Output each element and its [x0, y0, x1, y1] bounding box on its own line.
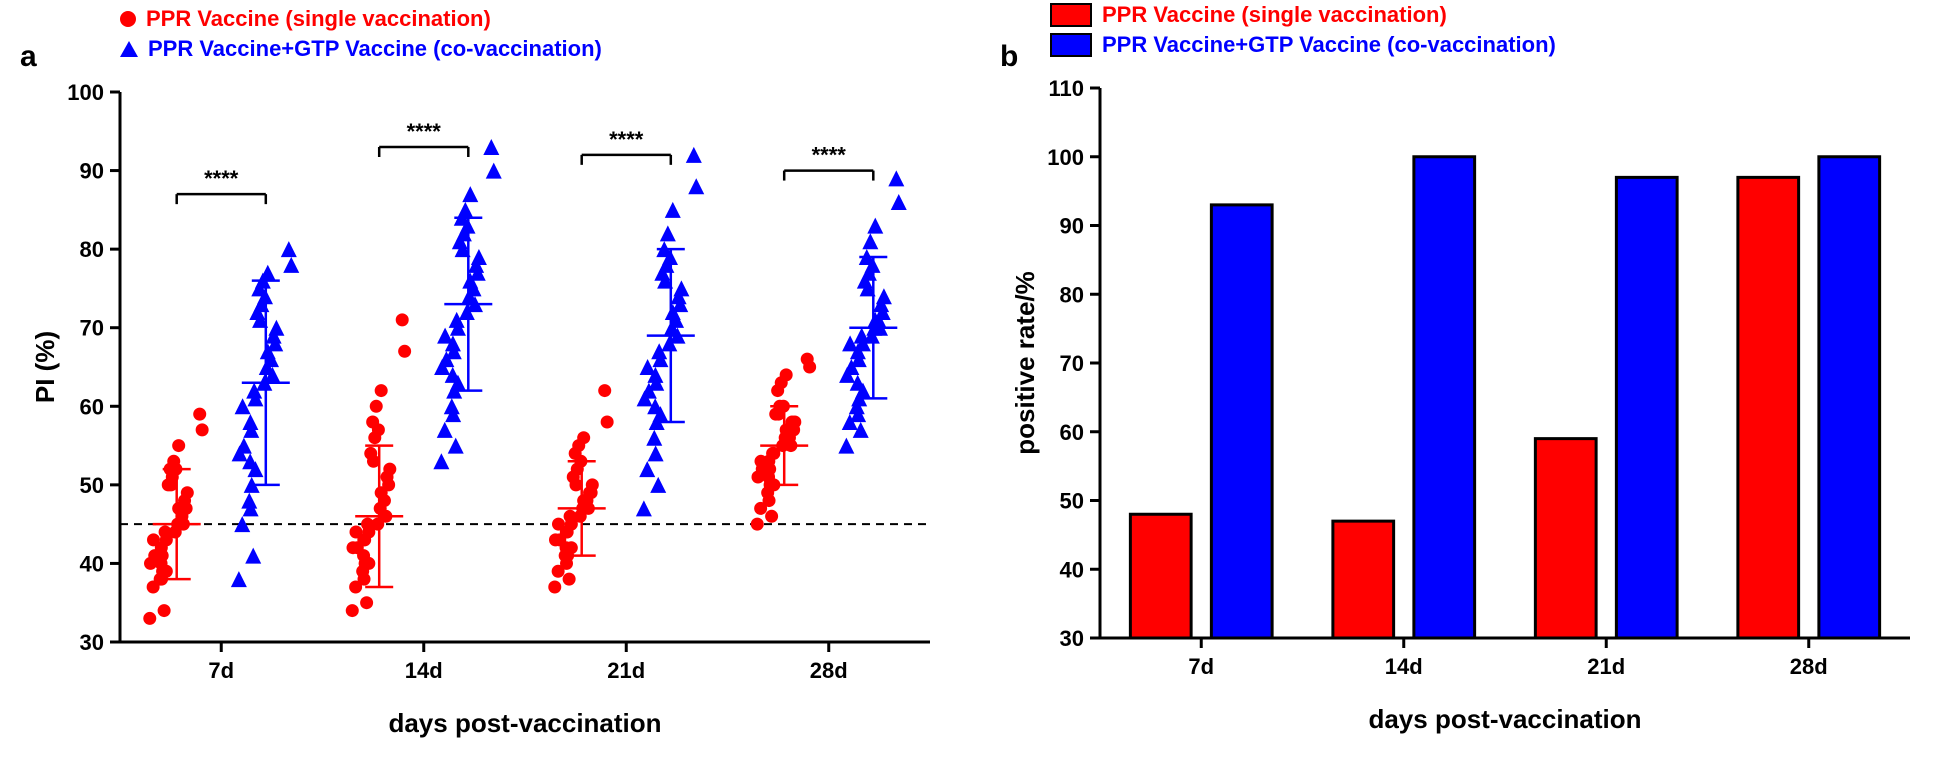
legend-row-single-b: PPR Vaccine (single vaccination)	[1050, 2, 1960, 28]
panel-a-label: a	[20, 40, 37, 74]
svg-text:30: 30	[80, 630, 104, 655]
svg-text:****: ****	[609, 127, 644, 152]
scatter-svg: 30 40 50 60 70 80 90 100 PI (%) 7d 14d 21d 28d days p…	[20, 72, 960, 752]
svg-text:positive rate/%: positive rate/%	[1010, 271, 1040, 455]
svg-text:110: 110	[1049, 76, 1085, 101]
svg-text:14d: 14d	[1385, 654, 1423, 679]
legend-co-text-b: PPR Vaccine+GTP Vaccine (co-vaccination)	[1102, 32, 1556, 58]
svg-text:14d: 14d	[405, 658, 443, 683]
svg-text:70: 70	[1060, 351, 1084, 376]
legend-row-single: PPR Vaccine (single vaccination)	[120, 6, 980, 32]
circle-marker-icon	[120, 11, 136, 27]
svg-text:30: 30	[1060, 626, 1084, 651]
svg-text:80: 80	[1060, 282, 1084, 307]
svg-text:21d: 21d	[1587, 654, 1625, 679]
svg-text:70: 70	[80, 316, 104, 341]
svg-text:28d: 28d	[1790, 654, 1828, 679]
legend-single-text-b: PPR Vaccine (single vaccination)	[1102, 2, 1447, 28]
svg-text:50: 50	[80, 473, 104, 498]
svg-text:40: 40	[1060, 557, 1084, 582]
svg-text:80: 80	[80, 237, 104, 262]
legend-co-text: PPR Vaccine+GTP Vaccine (co-vaccination)	[148, 36, 602, 62]
svg-text:days post-vaccination: days post-vaccination	[388, 708, 661, 738]
svg-text:40: 40	[80, 551, 104, 576]
legend-row-co: PPR Vaccine+GTP Vaccine (co-vaccination)	[120, 36, 980, 62]
box-marker-icon	[1050, 3, 1092, 27]
svg-text:****: ****	[812, 143, 847, 168]
svg-text:****: ****	[204, 166, 239, 191]
triangle-marker-icon	[120, 41, 138, 57]
svg-text:100: 100	[67, 80, 104, 105]
svg-text:days post-vaccination: days post-vaccination	[1368, 704, 1641, 734]
panel-a-legend: PPR Vaccine (single vaccination) PPR Vac…	[120, 6, 980, 62]
svg-text:90: 90	[80, 159, 104, 184]
panel-b-plot: 30 40 50 60 70 80 90 100 110 positive rate/% 7d 14d…	[1000, 68, 1940, 777]
panel-a-plot: 30 40 50 60 70 80 90 100 PI (%) 7d 14d 21d 28d days p…	[20, 72, 960, 777]
legend-row-co-b: PPR Vaccine+GTP Vaccine (co-vaccination)	[1050, 32, 1960, 58]
legend-single-text: PPR Vaccine (single vaccination)	[146, 6, 491, 32]
svg-text:50: 50	[1060, 489, 1084, 514]
svg-text:PI (%): PI (%)	[30, 331, 60, 403]
svg-text:90: 90	[1060, 214, 1084, 239]
panel-b-legend: PPR Vaccine (single vaccination) PPR Vac…	[1050, 2, 1960, 58]
svg-text:7d: 7d	[1188, 654, 1214, 679]
figure-container: a PPR Vaccine (single vaccination) PPR V…	[0, 0, 1960, 777]
box-marker-icon	[1050, 33, 1092, 57]
svg-text:100: 100	[1047, 145, 1084, 170]
svg-text:60: 60	[80, 394, 104, 419]
svg-text:28d: 28d	[810, 658, 848, 683]
svg-text:60: 60	[1060, 420, 1084, 445]
bar-svg: 30 40 50 60 70 80 90 100 110 positive rate/% 7d 14d…	[1000, 68, 1940, 748]
svg-text:21d: 21d	[607, 658, 645, 683]
panel-a: a PPR Vaccine (single vaccination) PPR V…	[0, 0, 980, 777]
svg-text:7d: 7d	[208, 658, 234, 683]
panel-b: b PPR Vaccine (single vaccination) PPR V…	[980, 0, 1960, 777]
svg-text:****: ****	[407, 119, 442, 144]
